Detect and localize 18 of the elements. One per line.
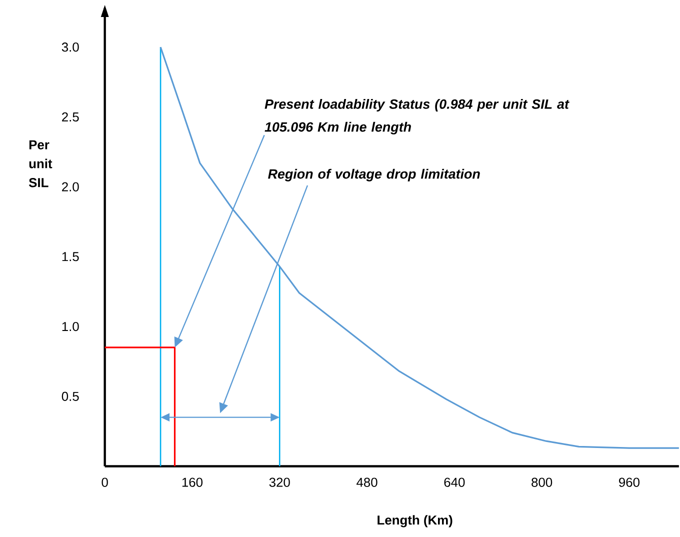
x-tick-label: 320: [269, 478, 290, 487]
y-tick-label: 1.0: [62, 322, 79, 332]
annotation: Region of voltage drop limitation: [268, 168, 480, 182]
x-tick-label: 160: [182, 478, 203, 487]
y-tick-label: 3.0: [62, 42, 79, 52]
x-tick-label: 960: [619, 478, 640, 487]
y-tick-label: 2.0: [62, 182, 79, 192]
x-axis-title: Length (Km): [378, 515, 452, 528]
annotation: Present loadability Status (0.984 per unit SIL at 105.096 Km line length: [264, 98, 570, 134]
x-tick-label: 640: [444, 478, 465, 487]
x-tick-label: 0: [102, 478, 108, 487]
y-tick-label: 1.5: [62, 252, 79, 262]
x-tick-label: 480: [356, 478, 378, 487]
y-axis-title: Per unit SIL: [28, 140, 52, 188]
x-tick-label: 800: [532, 478, 552, 487]
y-tick-label: 0.5: [62, 392, 79, 401]
line-series: [160, 46, 680, 449]
y-tick-label: 2.5: [62, 112, 79, 122]
